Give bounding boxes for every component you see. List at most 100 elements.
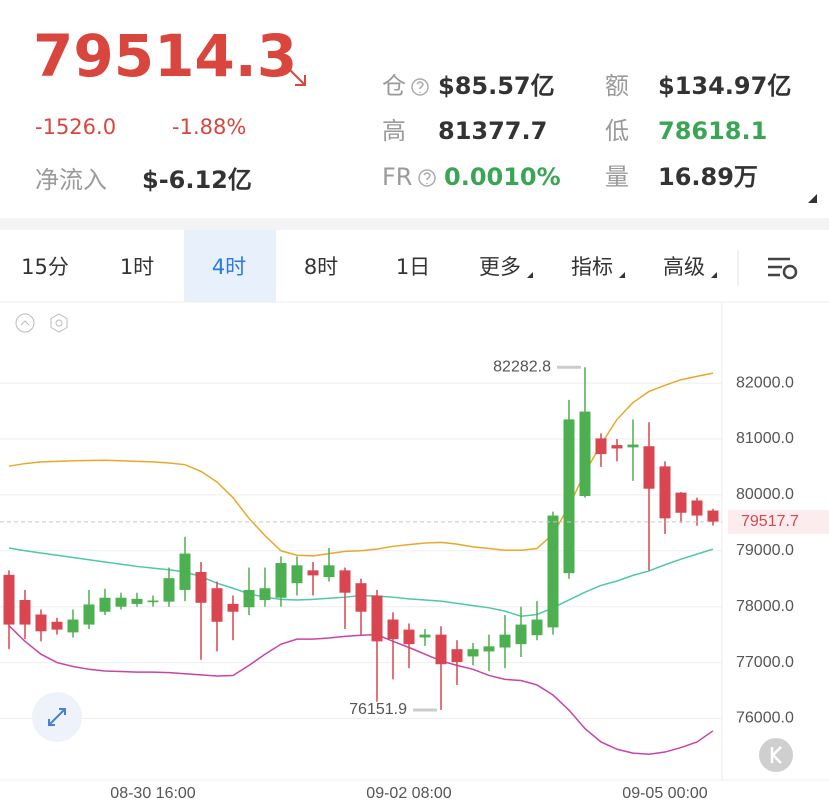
candle-body: [243, 589, 255, 608]
fullscreen-glyph: [48, 708, 66, 726]
separator: [0, 218, 829, 230]
candle-body: [659, 466, 671, 519]
last-price-tag: [728, 509, 829, 534]
candle-body: [387, 619, 399, 640]
active-tab-bg: [184, 230, 276, 302]
help-icon[interactable]: [418, 169, 436, 187]
help-icon[interactable]: [411, 78, 429, 96]
expand-corner[interactable]: [808, 194, 817, 203]
candle-body: [419, 634, 431, 638]
help-glyph: [423, 172, 431, 184]
candle-body: [675, 492, 687, 513]
candle-body: [531, 619, 543, 636]
icon-gear: [782, 264, 798, 280]
y-tick-label: 79000.0: [736, 542, 794, 559]
candle-body: [19, 599, 31, 625]
stat-label: 仓: [382, 72, 406, 100]
candle-body: [547, 515, 559, 628]
band-line: [8, 625, 714, 756]
candle-body: [579, 411, 591, 496]
candle-body: [259, 588, 271, 600]
candle-body: [179, 553, 191, 590]
candle-body: [323, 565, 335, 578]
tab[interactable]: 指标: [571, 255, 613, 279]
tab[interactable]: 15分: [21, 255, 69, 279]
collapse-glyph: [20, 320, 30, 326]
candle-body: [467, 649, 479, 657]
tab[interactable]: 8时: [304, 255, 338, 279]
candle-body: [355, 583, 367, 612]
candle-body: [707, 510, 719, 522]
candle-body: [307, 570, 319, 576]
down-arrow: [289, 69, 306, 86]
candle-body: [691, 500, 703, 516]
candle-body: [643, 446, 655, 489]
stat-value: $134.97亿: [658, 72, 791, 100]
settings-hex[interactable]: [50, 313, 68, 333]
stat-value: 0.0010%: [444, 163, 561, 191]
scroll-latest-glyph: [770, 746, 782, 764]
stat-label: 量: [605, 163, 629, 191]
candle-body: [67, 619, 79, 633]
candle-body: [611, 445, 623, 449]
icon-lines: [768, 257, 790, 277]
candle-body: [435, 634, 447, 665]
candle-body: [131, 598, 143, 604]
scroll-latest-button[interactable]: [759, 738, 793, 772]
tab[interactable]: 1时: [120, 255, 154, 279]
tab[interactable]: 4时: [212, 255, 246, 279]
candle-body: [403, 629, 415, 645]
collapse-icon[interactable]: [15, 313, 35, 333]
candle-body: [147, 600, 159, 603]
candle-body: [563, 419, 575, 574]
candle-body: [163, 578, 175, 602]
dropdown-caret: [711, 272, 717, 278]
tab[interactable]: 更多: [479, 255, 521, 279]
change: -1526.0: [35, 115, 116, 139]
stat-value: 78618.1: [658, 117, 767, 145]
stat-label: 低: [605, 117, 629, 145]
stat-label: FR: [382, 163, 412, 191]
x-tick-label: 08-30 16:00: [110, 785, 196, 802]
dropdown-caret: [619, 272, 625, 278]
candle-body: [275, 563, 287, 598]
candle-body: [499, 634, 511, 648]
candle-body: [99, 597, 111, 612]
net-inflow: $-6.12亿: [142, 166, 252, 194]
net-inflow-label: 净流入: [35, 166, 107, 194]
candle-body: [483, 646, 495, 652]
plot: 76000.0 77000.0 78000.0 79000.0 80000.0 81000…: [0, 358, 829, 802]
price: 79514.3: [33, 22, 297, 90]
y-tick-label: 76000.0: [736, 710, 794, 727]
candle-body: [211, 588, 223, 622]
last-price-label: 79517.7: [741, 513, 799, 530]
candle-body: [291, 565, 303, 584]
stat-value: 81377.7: [438, 117, 547, 145]
candle-body: [339, 570, 351, 593]
y-tick-label: 78000.0: [736, 598, 794, 615]
help-glyph: [416, 81, 424, 93]
tab-bar: 15分 1时 4时 8时 1日 更多 指标 高级: [21, 230, 717, 302]
y-tick-label: 82000.0: [736, 374, 794, 391]
candle-body: [371, 595, 383, 642]
stat-value: 16.89万: [658, 163, 758, 191]
y-tick-label: 77000.0: [736, 654, 794, 671]
stat-value: $85.57亿: [438, 72, 555, 100]
extreme-label: 82282.8: [493, 358, 551, 375]
candle-body: [627, 444, 639, 448]
tab[interactable]: 高级: [663, 255, 705, 279]
dropdown-caret: [527, 272, 533, 278]
x-tick-label: 09-02 08:00: [366, 785, 452, 802]
candle-body: [595, 438, 607, 455]
candle-body: [3, 574, 15, 625]
candle-body: [451, 649, 463, 663]
settings-hex-dot: [55, 319, 63, 327]
stat-label: 额: [605, 72, 629, 100]
change-pct: -1.88%: [172, 115, 246, 139]
x-tick-label: 09-05 00:00: [622, 785, 708, 802]
tab[interactable]: 1日: [396, 255, 430, 279]
settings-icon[interactable]: [768, 257, 798, 280]
extreme-label: 76151.9: [349, 701, 407, 718]
